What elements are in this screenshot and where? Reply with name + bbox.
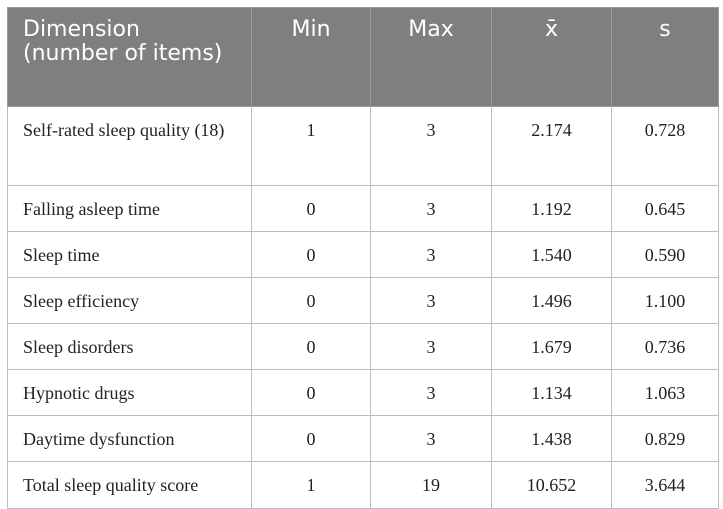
cell-max: 19 (370, 461, 492, 509)
header-min: Min (251, 7, 371, 107)
cell-mean: 1.134 (491, 369, 612, 416)
cell-sd: 3.644 (611, 461, 719, 509)
cell-mean: 1.540 (491, 231, 612, 278)
header-dimension: Dimension (number of items) (7, 7, 252, 107)
cell-max: 3 (370, 323, 492, 370)
cell-mean: 10.652 (491, 461, 612, 509)
cell-mean: 1.438 (491, 415, 612, 462)
cell-sd: 0.645 (611, 185, 719, 232)
table-row: Hypnotic drugs 0 3 1.134 1.063 (7, 369, 719, 416)
cell-mean: 1.679 (491, 323, 612, 370)
cell-dimension: Sleep disorders (7, 323, 252, 370)
cell-min: 0 (251, 231, 371, 278)
cell-mean: 1.192 (491, 185, 612, 232)
cell-sd: 1.063 (611, 369, 719, 416)
cell-dimension: Hypnotic drugs (7, 369, 252, 416)
cell-dimension: Total sleep quality score (7, 461, 252, 509)
cell-dimension: Sleep efficiency (7, 277, 252, 324)
cell-min: 0 (251, 369, 371, 416)
cell-mean: 1.496 (491, 277, 612, 324)
header-sd: s (611, 7, 719, 107)
table-row: Total sleep quality score 1 19 10.652 3.… (7, 461, 719, 509)
cell-sd: 0.728 (611, 106, 719, 186)
header-max: Max (370, 7, 492, 107)
sleep-quality-table: Dimension (number of items) Min Max x̄ s… (7, 7, 719, 509)
cell-dimension: Sleep time (7, 231, 252, 278)
table-row: Sleep disorders 0 3 1.679 0.736 (7, 323, 719, 370)
table-row: Sleep efficiency 0 3 1.496 1.100 (7, 277, 719, 324)
cell-min: 1 (251, 461, 371, 509)
cell-max: 3 (370, 185, 492, 232)
cell-sd: 0.829 (611, 415, 719, 462)
cell-max: 3 (370, 106, 492, 186)
cell-max: 3 (370, 369, 492, 416)
cell-min: 0 (251, 323, 371, 370)
table-row: Falling asleep time 0 3 1.192 0.645 (7, 185, 719, 232)
cell-sd: 1.100 (611, 277, 719, 324)
cell-mean: 2.174 (491, 106, 612, 186)
cell-max: 3 (370, 415, 492, 462)
cell-min: 0 (251, 415, 371, 462)
cell-sd: 0.590 (611, 231, 719, 278)
cell-min: 1 (251, 106, 371, 186)
table-row: Sleep time 0 3 1.540 0.590 (7, 231, 719, 278)
cell-max: 3 (370, 231, 492, 278)
cell-min: 0 (251, 185, 371, 232)
cell-max: 3 (370, 277, 492, 324)
cell-dimension: Daytime dysfunction (7, 415, 252, 462)
cell-dimension: Self-rated sleep quality (18) (7, 106, 252, 186)
cell-dimension: Falling asleep time (7, 185, 252, 232)
cell-min: 0 (251, 277, 371, 324)
table-header-row: Dimension (number of items) Min Max x̄ s (7, 7, 719, 107)
header-mean: x̄ (491, 7, 612, 107)
cell-sd: 0.736 (611, 323, 719, 370)
table-row: Daytime dysfunction 0 3 1.438 0.829 (7, 415, 719, 462)
table-row: Self-rated sleep quality (18) 1 3 2.174 … (7, 106, 719, 186)
